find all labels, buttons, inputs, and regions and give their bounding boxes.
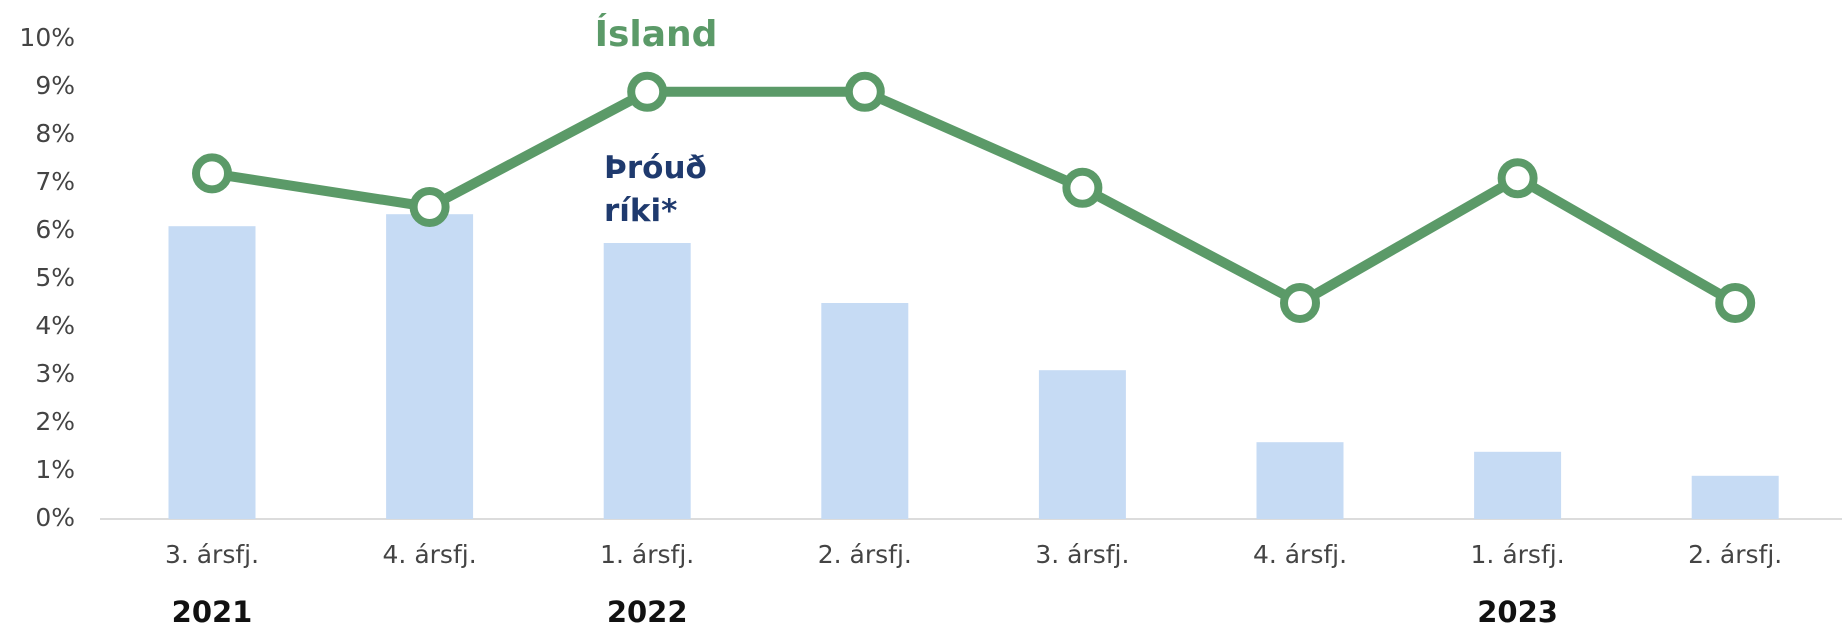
x-tick-label: 3. ársfj. [1035, 540, 1129, 569]
year-label: 2021 [172, 595, 253, 629]
marker [409, 187, 450, 227]
y-tick-label: 9% [35, 71, 75, 100]
x-tick-label: 1. ársfj. [600, 540, 694, 569]
legend-label: Þróuð ríki* [604, 150, 707, 229]
y-tick-label: 10% [19, 23, 75, 52]
year-label: 2022 [607, 595, 688, 629]
bar [1474, 451, 1562, 519]
y-tick-label: 3% [35, 359, 75, 388]
marker [1280, 283, 1320, 323]
bar [821, 303, 909, 519]
marker [1062, 167, 1103, 208]
bar [386, 214, 474, 519]
y-tick-label: 6% [35, 215, 75, 244]
marker [844, 71, 885, 112]
y-tick-label: 7% [35, 167, 75, 196]
x-tick-label: 4. ársfj. [383, 540, 477, 569]
legend-label: Ísland [595, 13, 718, 55]
y-tick-label: 8% [35, 119, 75, 148]
x-tick-label: 4. ársfj. [1253, 540, 1347, 569]
marker [627, 71, 668, 112]
y-tick-label: 1% [35, 455, 75, 484]
bar [1691, 475, 1779, 519]
bar [168, 226, 256, 519]
year-label: 2023 [1477, 595, 1558, 629]
bar [1038, 370, 1126, 519]
marker [192, 153, 232, 194]
y-tick-label: 0% [35, 503, 75, 532]
bar [1256, 442, 1344, 519]
y-tick-label: 2% [35, 407, 75, 436]
x-tick-label: 3. ársfj. [165, 540, 259, 569]
marker [1497, 158, 1538, 199]
line [211, 86, 1738, 308]
bar [603, 243, 691, 519]
x-tick-label: 2. ársfj. [1688, 540, 1782, 569]
x-tick-label: 1. ársfj. [1471, 540, 1565, 569]
y-tick-label: 5% [35, 263, 75, 292]
x-tick-label: 2. ársfj. [818, 540, 912, 569]
y-tick-label: 4% [35, 311, 75, 340]
marker [1715, 283, 1756, 323]
